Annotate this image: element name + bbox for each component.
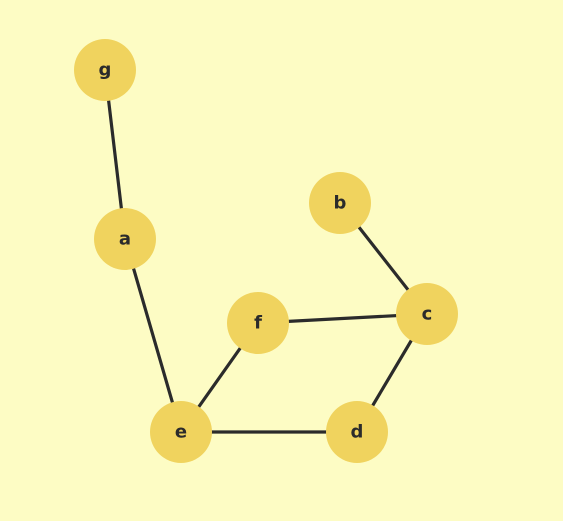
- node-e: e: [150, 401, 212, 463]
- node-circle: [227, 292, 289, 354]
- node-circle: [94, 208, 156, 270]
- node-f: f: [227, 292, 289, 354]
- node-label: c: [422, 304, 433, 325]
- nodes-layer: g a b c f e d: [74, 39, 458, 463]
- node-circle: [74, 39, 136, 101]
- node-label: g: [99, 60, 112, 81]
- node-a: a: [94, 208, 156, 270]
- node-b: b: [309, 172, 371, 234]
- node-circle: [396, 283, 458, 345]
- node-g: g: [74, 39, 136, 101]
- node-circle: [326, 401, 388, 463]
- node-label: d: [351, 422, 364, 443]
- node-c: c: [396, 283, 458, 345]
- node-label: b: [334, 193, 347, 214]
- node-label: e: [175, 422, 187, 443]
- edge-a-e: [123, 237, 183, 434]
- node-label: f: [254, 313, 262, 334]
- node-d: d: [326, 401, 388, 463]
- node-circle: [150, 401, 212, 463]
- node-circle: [309, 172, 371, 234]
- node-label: a: [119, 229, 131, 250]
